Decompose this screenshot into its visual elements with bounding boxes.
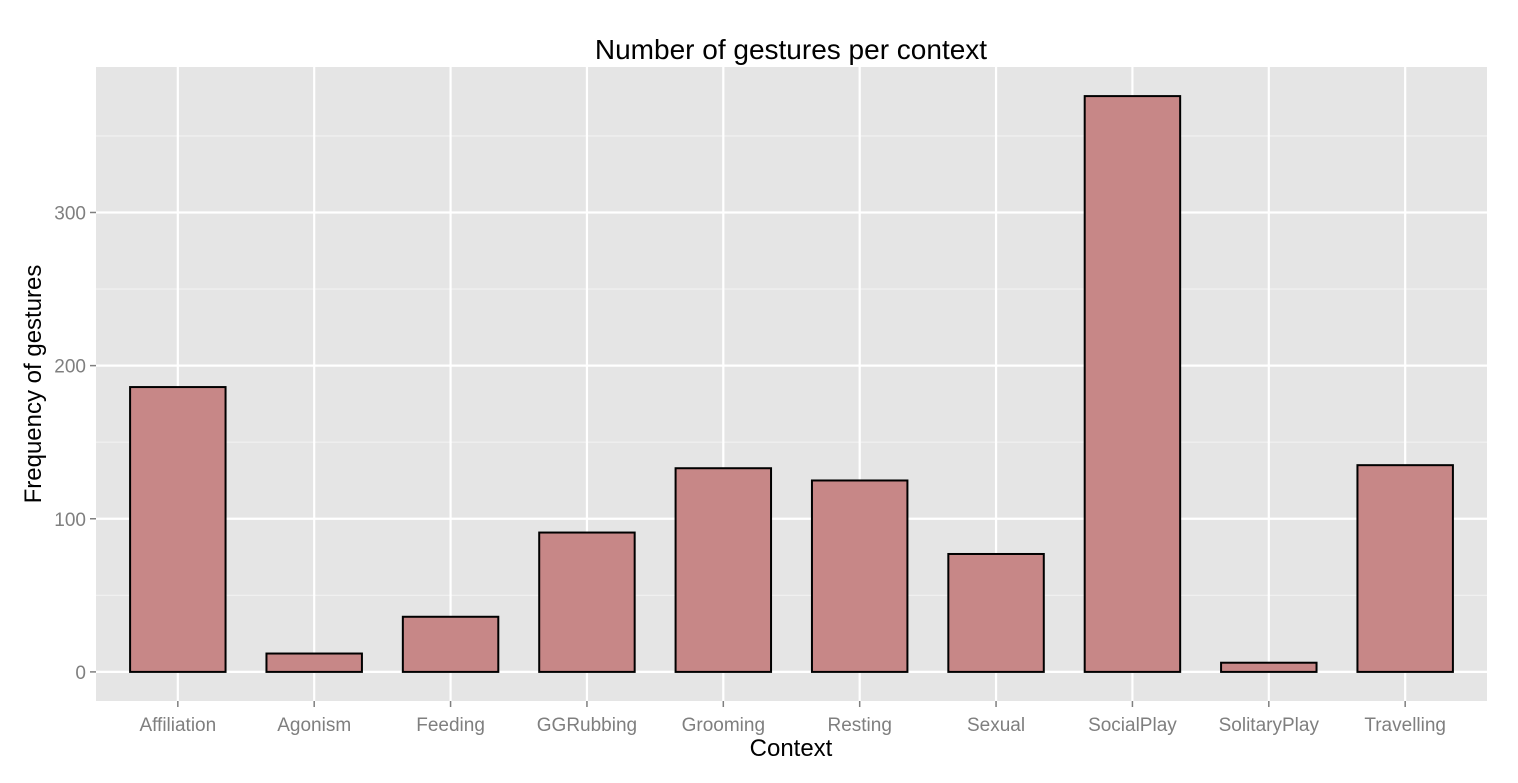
y-tick-label: 100 (54, 510, 86, 531)
y-tick-label: 300 (54, 203, 86, 224)
bar (674, 467, 773, 673)
x-tick-label: Agonism (277, 715, 351, 736)
x-axis-ticks: Affiliation Agonism Feeding GGRubbing Groomi… (139, 701, 1446, 736)
bar (1083, 95, 1182, 673)
bar (1356, 464, 1454, 673)
x-tick-label: SocialPlay (1088, 715, 1177, 736)
y-tick-label: 200 (54, 357, 86, 378)
chart-title: Number of gestures per context (595, 34, 987, 65)
plot-panel (96, 67, 1487, 701)
x-tick-label: GGRubbing (537, 715, 637, 736)
x-tick-label: Affiliation (139, 715, 216, 736)
bar (401, 615, 500, 673)
y-axis-title: Frequency of gestures (20, 265, 47, 504)
x-tick-label: Resting (827, 715, 891, 736)
bar (810, 479, 909, 673)
bar (265, 652, 363, 673)
bar (947, 552, 1045, 673)
x-tick-label: Feeding (416, 715, 485, 736)
x-tick-label: Sexual (967, 715, 1025, 736)
x-axis-title: Context (750, 735, 833, 762)
x-tick-label: Travelling (1364, 715, 1446, 736)
y-axis-ticks: 0 100 200 300 (54, 203, 96, 684)
bars (129, 95, 1454, 673)
minor-gridlines (96, 135, 1487, 596)
bar (129, 386, 227, 673)
x-tick-label: SolitaryPlay (1219, 715, 1320, 736)
bar (1220, 661, 1318, 673)
y-tick-label: 0 (75, 663, 86, 684)
bar (538, 531, 636, 673)
x-tick-label: Grooming (682, 715, 765, 736)
